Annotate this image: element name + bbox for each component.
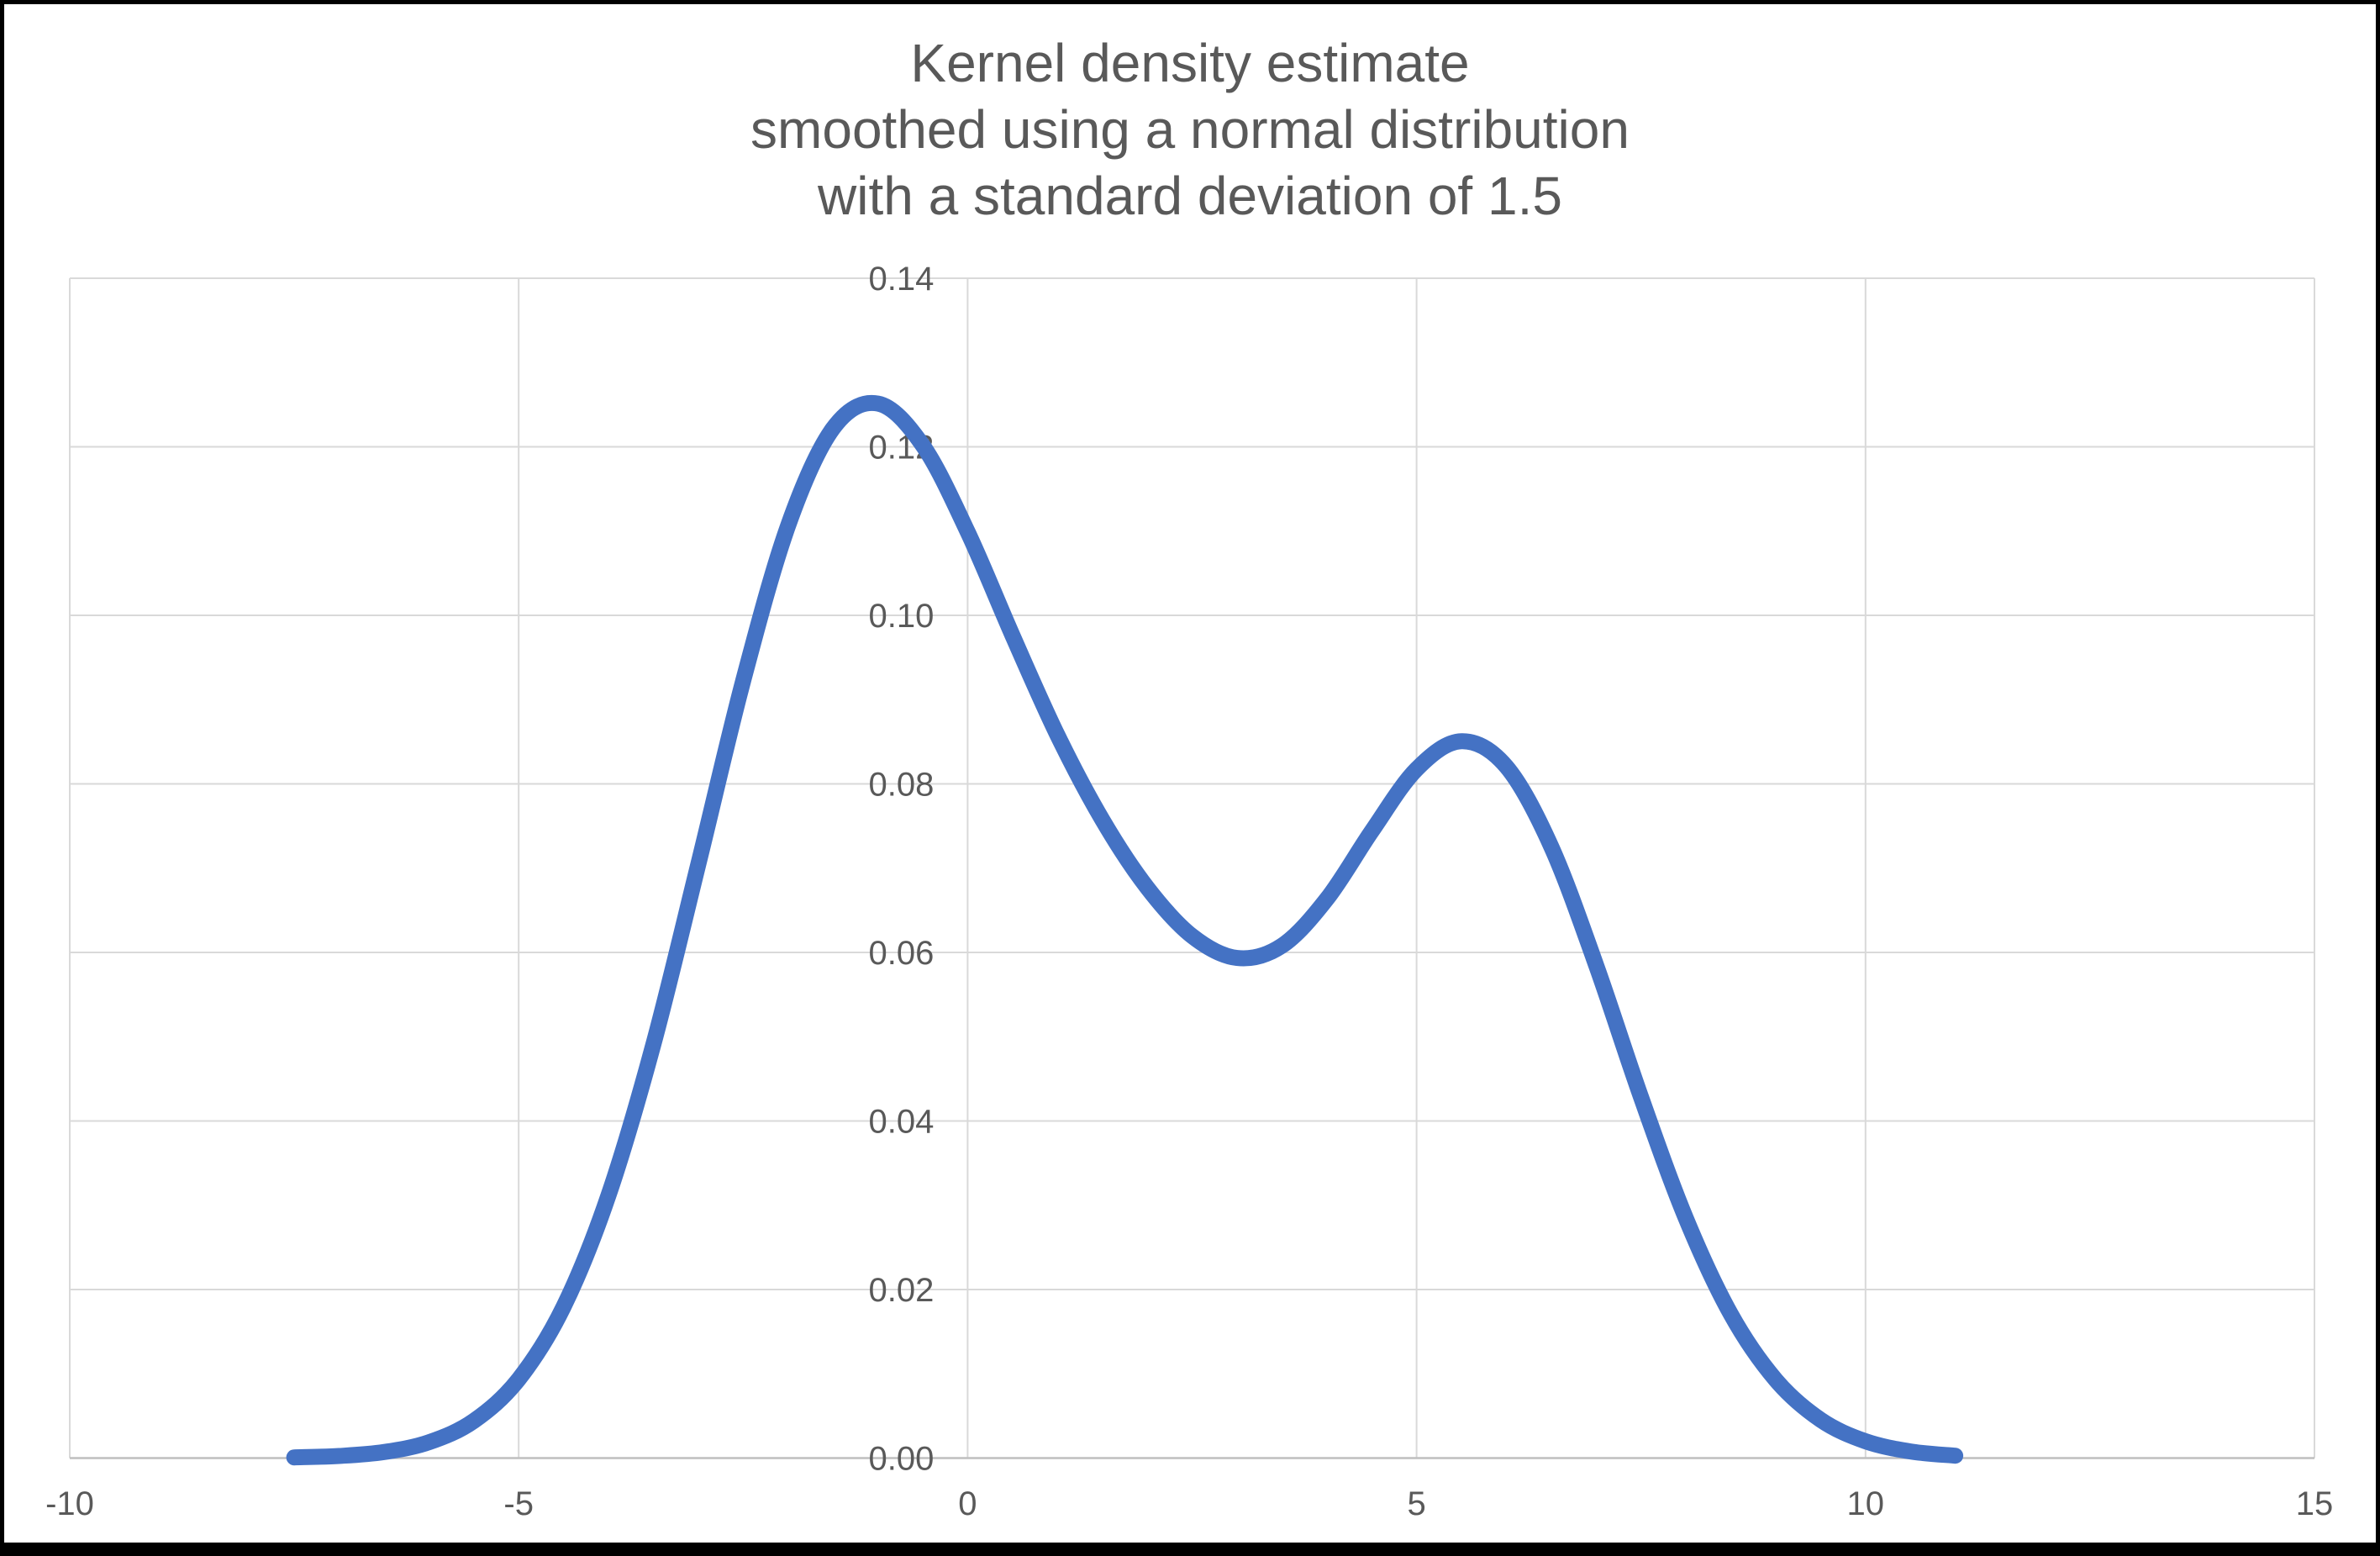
y-tick-label: 0.02 [869, 1272, 935, 1309]
x-tick-label: -10 [45, 1485, 94, 1522]
x-tick-label: 5 [1407, 1485, 1425, 1522]
x-tick-label: 15 [2296, 1485, 2334, 1522]
y-tick-label: 0.00 [869, 1441, 935, 1478]
chart-title-line-2: smoothed using a normal distribution [750, 99, 1630, 160]
y-tick-label: 0.06 [869, 935, 935, 972]
kde-curve [286, 394, 1964, 1466]
y-tick-label: 0.08 [869, 767, 935, 804]
x-tick-label: 0 [958, 1485, 977, 1522]
chart-title-line-3: with a standard deviation of 1.5 [818, 166, 1562, 226]
chart-title-line-1: Kernel density estimate [910, 33, 1470, 93]
y-tick-label: 0.04 [869, 1104, 935, 1141]
y-tick-label: 0.14 [869, 261, 935, 298]
chart-title: Kernel density estimate smoothed using a… [0, 30, 2380, 229]
y-tick-label: 0.10 [869, 598, 935, 635]
x-tick-label: 10 [1847, 1485, 1885, 1522]
x-tick-label: -5 [503, 1485, 534, 1522]
